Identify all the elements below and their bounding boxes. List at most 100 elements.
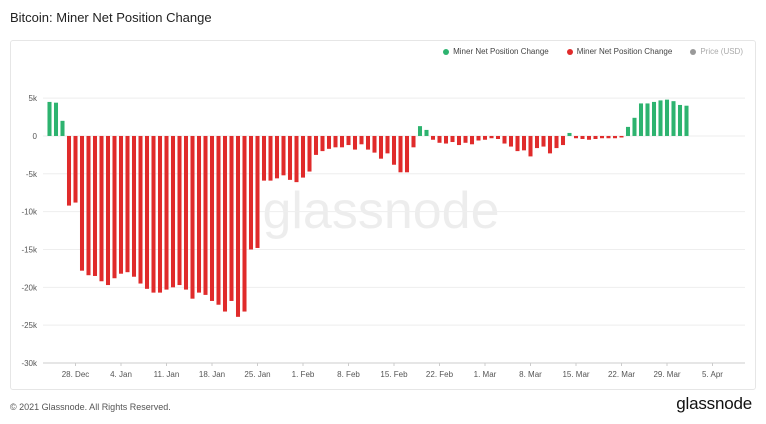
bar-negative: [411, 135, 416, 148]
bar-negative: [554, 135, 559, 149]
bar-negative: [183, 135, 189, 290]
bar-negative: [222, 135, 228, 312]
bar-negative: [307, 135, 312, 172]
bar-negative: [99, 135, 104, 282]
chart-panel: glassnode 5k 0 -5k -10k -15k -20k -25k -30k 28. D…: [10, 40, 756, 390]
bar-negative: [86, 135, 91, 276]
bar-positive: [53, 102, 59, 136]
legend-item-red[interactable]: Miner Net Position Change: [566, 47, 673, 56]
y-tick-label: -25k: [21, 321, 38, 330]
bar-negative: [274, 135, 280, 179]
x-tick-label: 15. Feb: [380, 370, 408, 379]
bar-negative: [437, 135, 442, 143]
x-tick-label: 4. Jan: [110, 370, 132, 379]
bar-negative: [528, 135, 533, 157]
x-tick-label: 8. Feb: [337, 370, 360, 379]
bar-negative: [430, 135, 436, 140]
bar-negative: [242, 135, 247, 312]
y-tick-label: -30k: [21, 359, 38, 368]
bar-negative: [112, 135, 117, 279]
chart-title: Bitcoin: Miner Net Position Change: [10, 10, 212, 25]
x-tick-label: 8. Mar: [519, 370, 542, 379]
bar-negative: [300, 135, 306, 178]
gray-dot-icon: [690, 48, 697, 55]
bar-negative: [287, 135, 293, 180]
bar-negative: [209, 135, 215, 301]
bar-negative: [313, 135, 319, 155]
legend-item-green[interactable]: Miner Net Position Change: [443, 47, 549, 56]
x-tick-label: 18. Jan: [199, 370, 225, 379]
green-dot-icon: [443, 48, 450, 55]
bar-negative: [489, 135, 494, 139]
bar-negative: [177, 135, 182, 286]
bar-positive: [417, 126, 423, 136]
bar-negative: [268, 135, 273, 181]
bar-positive: [684, 105, 689, 136]
bar-negative: [508, 135, 514, 147]
bar-positive: [60, 120, 65, 136]
red-dot-icon: [566, 48, 573, 55]
bar-positive: [424, 129, 429, 136]
bar-negative: [482, 135, 488, 140]
bar-negative: [606, 135, 611, 139]
bar-negative: [450, 135, 455, 143]
bar-negative: [599, 135, 605, 139]
bar-negative: [456, 135, 462, 146]
bar-negative: [255, 135, 260, 248]
watermark-text: glassnode: [262, 182, 499, 240]
bar-negative: [73, 135, 78, 203]
bar-negative: [573, 135, 579, 139]
bar-negative: [521, 135, 527, 151]
bar-negative: [170, 135, 176, 288]
bar-negative: [385, 135, 390, 154]
bar-positive: [651, 101, 657, 136]
bar-negative: [92, 135, 98, 276]
bar-negative: [404, 135, 410, 173]
bar-negative: [398, 135, 403, 173]
bar-positive: [638, 103, 644, 136]
bar-negative: [593, 135, 598, 139]
bar-positive: [671, 101, 676, 136]
bar-positive: [677, 104, 683, 136]
glassnode-logo[interactable]: glassnode: [676, 394, 752, 413]
y-tick-label: -5k: [26, 170, 38, 179]
x-tick-label: 29. Mar: [653, 370, 680, 379]
bar-positive: [658, 100, 663, 136]
bar-negative: [443, 135, 449, 144]
bar-negative: [157, 135, 163, 293]
bar-negative: [320, 135, 325, 152]
legend-label: Miner Net Position Change: [576, 47, 673, 56]
x-tick-label: 22. Mar: [608, 370, 635, 379]
bar-negative: [203, 135, 208, 295]
x-tick-label: 25. Jan: [244, 370, 270, 379]
bar-positive: [47, 101, 52, 136]
bar-negative: [164, 135, 169, 290]
bar-negative: [469, 135, 475, 145]
bar-negative: [346, 135, 351, 146]
bar-negative: [463, 135, 468, 143]
bar-negative: [125, 135, 130, 273]
legend-label: Price (USD): [700, 47, 743, 56]
bar-negative: [131, 135, 137, 277]
legend-item-price[interactable]: Price (USD): [690, 47, 743, 56]
bar-negative: [326, 135, 332, 149]
legend-label: Miner Net Position Change: [453, 47, 549, 56]
bar-negative: [138, 135, 143, 284]
bar-negative: [580, 135, 585, 139]
bar-positive: [645, 103, 650, 136]
x-tick-label: 1. Mar: [474, 370, 497, 379]
bar-negative: [495, 135, 501, 139]
bar-negative: [476, 135, 481, 141]
chart-canvas: glassnode 5k 0 -5k -10k -15k -20k -25k -30k 28. D…: [21, 94, 745, 379]
bar-negative: [190, 135, 195, 299]
bar-positive: [625, 126, 631, 136]
y-tick-label: -15k: [21, 245, 38, 254]
bar-negative: [560, 135, 566, 146]
x-tick-label: 22. Feb: [426, 370, 454, 379]
bar-negative: [66, 135, 72, 206]
bar-negative: [352, 135, 358, 150]
bar-negative: [144, 135, 150, 289]
bar-negative: [541, 135, 546, 147]
bar-negative: [229, 135, 234, 301]
bar-negative: [79, 135, 85, 271]
